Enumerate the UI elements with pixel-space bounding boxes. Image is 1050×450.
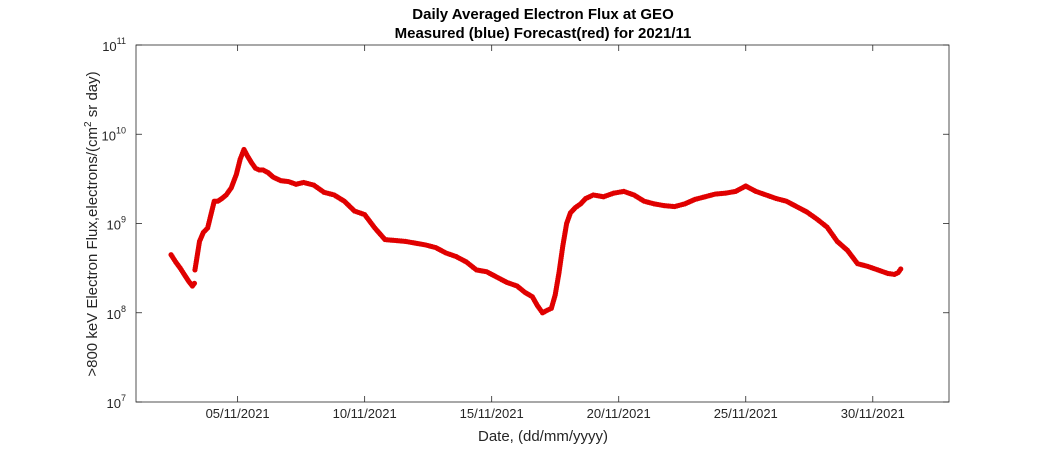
chart-title: Daily Averaged Electron Flux at GEO (412, 6, 674, 23)
x-axis-label: Date, (dd/mm/yyyy) (478, 428, 608, 445)
data-points (168, 146, 904, 316)
y-axis-label-sup: 2 (83, 121, 94, 127)
y-tick-label: 1010 (102, 125, 126, 143)
x-tick-label: 30/11/2021 (841, 406, 905, 421)
plot-frame (135, 44, 950, 403)
data-point (898, 266, 904, 272)
y-tick-label: 109 (107, 215, 126, 233)
x-tick-label: 05/11/2021 (206, 406, 270, 421)
y-tick-base: 10 (107, 396, 121, 411)
x-tick-label: 10/11/2021 (333, 406, 397, 421)
y-tick-base: 10 (102, 128, 116, 143)
x-tick-label: 25/11/2021 (714, 406, 778, 421)
y-axis-label: >800 keV Electron Flux,electrons/(cm2 sr… (83, 71, 101, 376)
y-tick-label: 1011 (102, 36, 126, 54)
y-tick-exp: 10 (116, 125, 126, 135)
x-tick-label: 15/11/2021 (460, 406, 524, 421)
y-tick-exp: 8 (121, 304, 126, 314)
chart-subtitle: Measured (blue) Forecast(red) for 2021/1… (395, 25, 692, 42)
y-tick-exp: 11 (117, 36, 126, 46)
y-axis-label-tail: sr day) (84, 71, 101, 121)
y-tick-exp: 9 (121, 215, 126, 225)
y-tick-label: 108 (107, 304, 126, 322)
y-axis-label-main: >800 keV Electron Flux,electrons/(cm (84, 127, 101, 377)
y-tick-base: 10 (107, 218, 121, 233)
x-tick-label: 20/11/2021 (587, 406, 651, 421)
data-point (191, 280, 198, 286)
y-tick-base: 10 (102, 39, 116, 54)
x-ticks: 05/11/2021 10/11/2021 15/11/2021 20/11/2021… (206, 45, 905, 421)
y-tick-exp: 7 (121, 393, 126, 403)
y-tick-base: 10 (107, 307, 121, 322)
y-tick-label: 107 (107, 393, 126, 411)
